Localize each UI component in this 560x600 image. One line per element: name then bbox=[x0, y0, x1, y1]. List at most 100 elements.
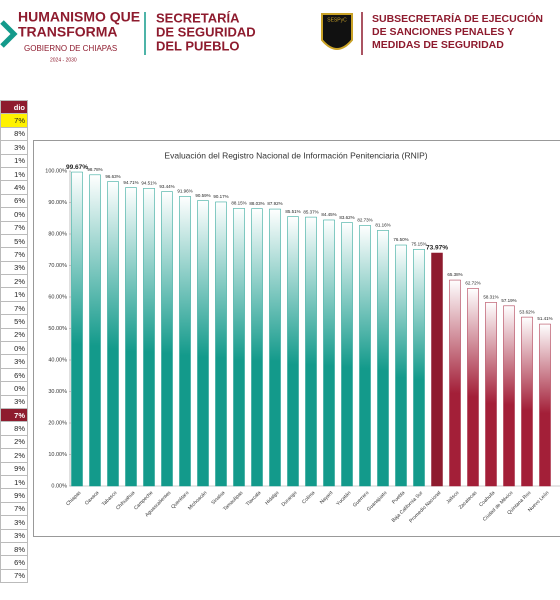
y-tick-label: 90.00% bbox=[48, 200, 67, 206]
y-tick-label: 50.00% bbox=[48, 326, 67, 332]
header-text: 2024 - 2030 bbox=[50, 57, 77, 63]
data-label: 88.03% bbox=[249, 201, 264, 206]
bar bbox=[341, 222, 353, 487]
table-cell: 7% bbox=[0, 568, 28, 584]
header-text: GOBIERNO DE CHIAPAS bbox=[24, 44, 117, 53]
table-cell: 8% bbox=[0, 541, 28, 557]
x-tick-label: Tamaulipas bbox=[222, 490, 244, 512]
data-label: 98.78% bbox=[87, 167, 102, 172]
y-tick-label: 20.00% bbox=[48, 420, 67, 426]
x-tick-label: Durango bbox=[281, 490, 299, 508]
table-cell: 1% bbox=[0, 474, 28, 490]
table-cell: 3% bbox=[0, 260, 28, 276]
data-label: 83.62% bbox=[339, 215, 354, 220]
x-tick-label: Puebla bbox=[391, 490, 406, 505]
table-cell: 1% bbox=[0, 166, 28, 182]
data-label: 90.17% bbox=[213, 194, 228, 199]
y-tick-label: 0.00% bbox=[51, 483, 67, 489]
x-tick-label: Yucatán bbox=[335, 490, 352, 507]
bar bbox=[251, 208, 263, 487]
data-label: 65.38% bbox=[447, 272, 462, 277]
bar bbox=[233, 208, 245, 487]
table-cell: 6% bbox=[0, 555, 28, 570]
data-label: 51.41% bbox=[537, 316, 552, 321]
logo-chevron bbox=[0, 20, 18, 48]
data-label: 84.45% bbox=[321, 212, 336, 217]
table-cell: 7% bbox=[0, 501, 28, 517]
data-label: 88.15% bbox=[231, 201, 246, 206]
table-cell: 7% bbox=[0, 113, 28, 128]
data-label: 73.97% bbox=[426, 245, 448, 252]
data-label: 90.59% bbox=[195, 193, 210, 198]
x-tick-label: Colima bbox=[301, 490, 316, 505]
bar bbox=[125, 187, 137, 487]
bar bbox=[503, 305, 515, 487]
x-tick-label: Nayarit bbox=[319, 490, 335, 506]
data-label: 85.51% bbox=[285, 209, 300, 214]
y-tick-label: 80.00% bbox=[48, 231, 67, 237]
x-tick-label: Tabasco bbox=[101, 490, 119, 508]
table-cell: 8% bbox=[0, 421, 28, 436]
table-cell: 0% bbox=[0, 381, 28, 396]
table-cell: 3% bbox=[0, 515, 28, 530]
data-label: 99.67% bbox=[66, 164, 88, 171]
y-tick-label: 10.00% bbox=[48, 452, 67, 458]
table-cell: 7% bbox=[0, 407, 28, 423]
bar bbox=[395, 244, 407, 487]
table-cell: 6% bbox=[0, 193, 28, 209]
badge bbox=[321, 13, 353, 50]
data-label: 53.62% bbox=[519, 309, 534, 314]
header-text: MEDIDAS DE SEGURIDAD bbox=[372, 39, 504, 51]
bar bbox=[89, 174, 101, 487]
bar bbox=[323, 219, 335, 487]
x-tick-label: Baja California Sur bbox=[391, 490, 425, 524]
y-tick-label: 100.00% bbox=[45, 168, 67, 174]
data-label: 91.96% bbox=[177, 189, 192, 194]
header-text: TRANSFORMA bbox=[18, 24, 118, 40]
y-tick-label: 60.00% bbox=[48, 294, 67, 300]
data-label: 57.19% bbox=[501, 298, 516, 303]
x-tick-label: Tlaxcala bbox=[245, 490, 263, 508]
bar bbox=[431, 252, 443, 487]
data-label: 58.31% bbox=[483, 295, 498, 300]
bar bbox=[197, 200, 209, 487]
header: HUMANISMO QUE TRANSFORMA GOBIERNO DE CHI… bbox=[0, 9, 543, 63]
data-label: 76.50% bbox=[393, 237, 408, 242]
bar bbox=[467, 288, 479, 487]
header-text: SUBSECRETARÍA DE EJECUCIÓN bbox=[372, 12, 543, 25]
table-cell: 7% bbox=[0, 300, 28, 316]
table-cell: 3% bbox=[0, 528, 28, 543]
table-cell: 3% bbox=[0, 354, 28, 369]
bar bbox=[449, 279, 461, 487]
header-text: DE SEGURIDAD bbox=[156, 24, 256, 39]
x-tick-label: Michoacán bbox=[187, 490, 208, 511]
bar bbox=[539, 323, 551, 487]
bar bbox=[359, 225, 371, 487]
data-label: 85.37% bbox=[303, 209, 318, 214]
x-tick-label: Jalisco bbox=[445, 490, 460, 505]
y-tick-label: 70.00% bbox=[48, 263, 67, 269]
header-text: DE SANCIONES PENALES Y bbox=[372, 26, 514, 38]
table-cell: 6% bbox=[0, 367, 28, 383]
x-tick-label: Sinaloa bbox=[210, 490, 226, 506]
table-cell: 3% bbox=[0, 394, 28, 409]
x-tick-label: Oaxaca bbox=[84, 490, 101, 507]
data-label: 94.71% bbox=[123, 180, 138, 185]
side-table: dio 7% 8% 3% 1% 1% 4% 6% 0% 7% 5% 7% 3% 2% 1% 7% 5% 2% 0%… bbox=[0, 99, 28, 584]
bar bbox=[269, 208, 281, 487]
bar bbox=[71, 171, 83, 487]
bar bbox=[377, 230, 389, 487]
data-label: 96.63% bbox=[105, 174, 120, 179]
data-label: 81.16% bbox=[375, 223, 390, 228]
table-cell: 0% bbox=[0, 341, 28, 356]
data-label: 94.51% bbox=[141, 180, 156, 185]
data-label: 93.44% bbox=[159, 184, 174, 189]
table-cell: 7% bbox=[0, 220, 28, 235]
data-label: 75.15% bbox=[411, 241, 426, 246]
x-tick-label: Zacatecas bbox=[458, 490, 479, 511]
x-tick-label: Hidalgo bbox=[264, 490, 280, 506]
header-text: DEL PUEBLO bbox=[156, 38, 240, 53]
chart-box: Evaluación del Registro Nacional de Info… bbox=[33, 140, 560, 537]
x-tick-label: Chiapas bbox=[65, 490, 83, 508]
